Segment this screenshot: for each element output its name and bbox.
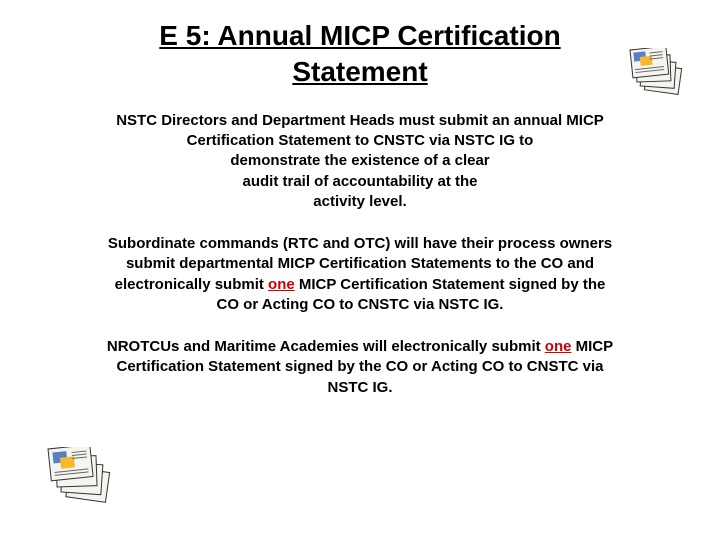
p3-line2: Certification Statement signed by the CO…	[117, 358, 604, 375]
paragraph-1: NSTC Directors and Department Heads must…	[50, 111, 670, 212]
p1-line4: audit trail of accountability at the	[242, 173, 477, 190]
paragraph-2: Subordinate commands (RTC and OTC) will …	[50, 234, 670, 315]
p3-line1b: MICP	[571, 338, 613, 355]
p1-line1: NSTC Directors and Department Heads must…	[116, 112, 604, 129]
p2-line3: CO or Acting CO to CNSTC via NSTC IG.	[217, 296, 504, 313]
p2-line2c: MICP Certification Statement signed by t…	[295, 276, 606, 293]
p3-line3: NSTC IG.	[327, 379, 392, 396]
paragraph-3: NROTCUs and Maritime Academies will elec…	[50, 337, 670, 398]
papers-icon	[622, 48, 692, 113]
papers-icon	[40, 447, 120, 522]
slide-title: E 5: Annual MICP Certification Statement	[50, 18, 670, 91]
p1-line2: Certification Statement to CNSTC via NST…	[187, 132, 534, 149]
p3-one: one	[545, 338, 572, 355]
p2-line1: Subordinate commands (RTC and OTC) will …	[108, 235, 612, 252]
p1-line3: demonstrate the existence of a clear	[230, 152, 489, 169]
p1-line5: activity level.	[313, 193, 406, 210]
p3-line1a: NROTCUs and Maritime Academies will elec…	[107, 338, 545, 355]
p2-line2b: electronically submit	[115, 276, 268, 293]
p2-line2a: submit departmental MICP Certification S…	[126, 255, 594, 272]
p2-one: one	[268, 276, 295, 293]
